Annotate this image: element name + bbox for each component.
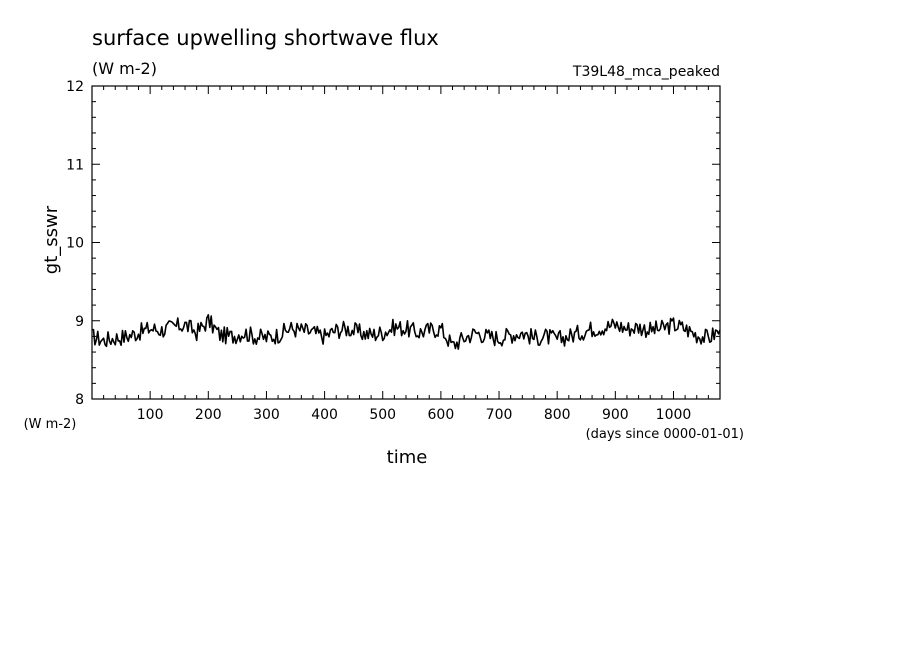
chart-subtitle: (W m-2) — [92, 59, 157, 78]
x-tick-label: 600 — [428, 407, 455, 423]
y-axis-units: (W m-2) — [24, 417, 77, 432]
y-axis-label: gt_sswr — [41, 205, 62, 274]
y-tick-label: 11 — [66, 157, 84, 173]
axis-ticks — [92, 86, 720, 399]
x-tick-label: 400 — [311, 407, 338, 423]
plot-frame — [91, 85, 721, 400]
x-tick-label: 100 — [137, 407, 164, 423]
x-tick-label: 200 — [195, 407, 222, 423]
series-line — [92, 313, 721, 350]
x-tick-label: 700 — [486, 407, 513, 423]
y-tick-label: 8 — [75, 392, 84, 408]
x-tick-label: 500 — [369, 407, 396, 423]
x-tick-label: 800 — [544, 407, 571, 423]
chart-title: surface upwelling shortwave flux — [92, 26, 439, 50]
y-tick-label: 9 — [75, 314, 84, 330]
x-tick-label: 1000 — [656, 407, 692, 423]
run-label: T39L48_mca_peaked — [572, 64, 720, 80]
x-tick-label: 900 — [602, 407, 629, 423]
x-axis-label: time — [387, 447, 428, 468]
y-tick-labels: 8 9 10 11 12 — [66, 79, 84, 408]
x-tick-labels: 100 200 300 400 500 600 700 800 900 1000 — [137, 407, 692, 423]
x-axis-units: (days since 0000-01-01) — [586, 427, 744, 442]
y-tick-label: 12 — [66, 79, 84, 95]
y-tick-label: 10 — [66, 236, 84, 252]
x-tick-label: 300 — [253, 407, 280, 423]
